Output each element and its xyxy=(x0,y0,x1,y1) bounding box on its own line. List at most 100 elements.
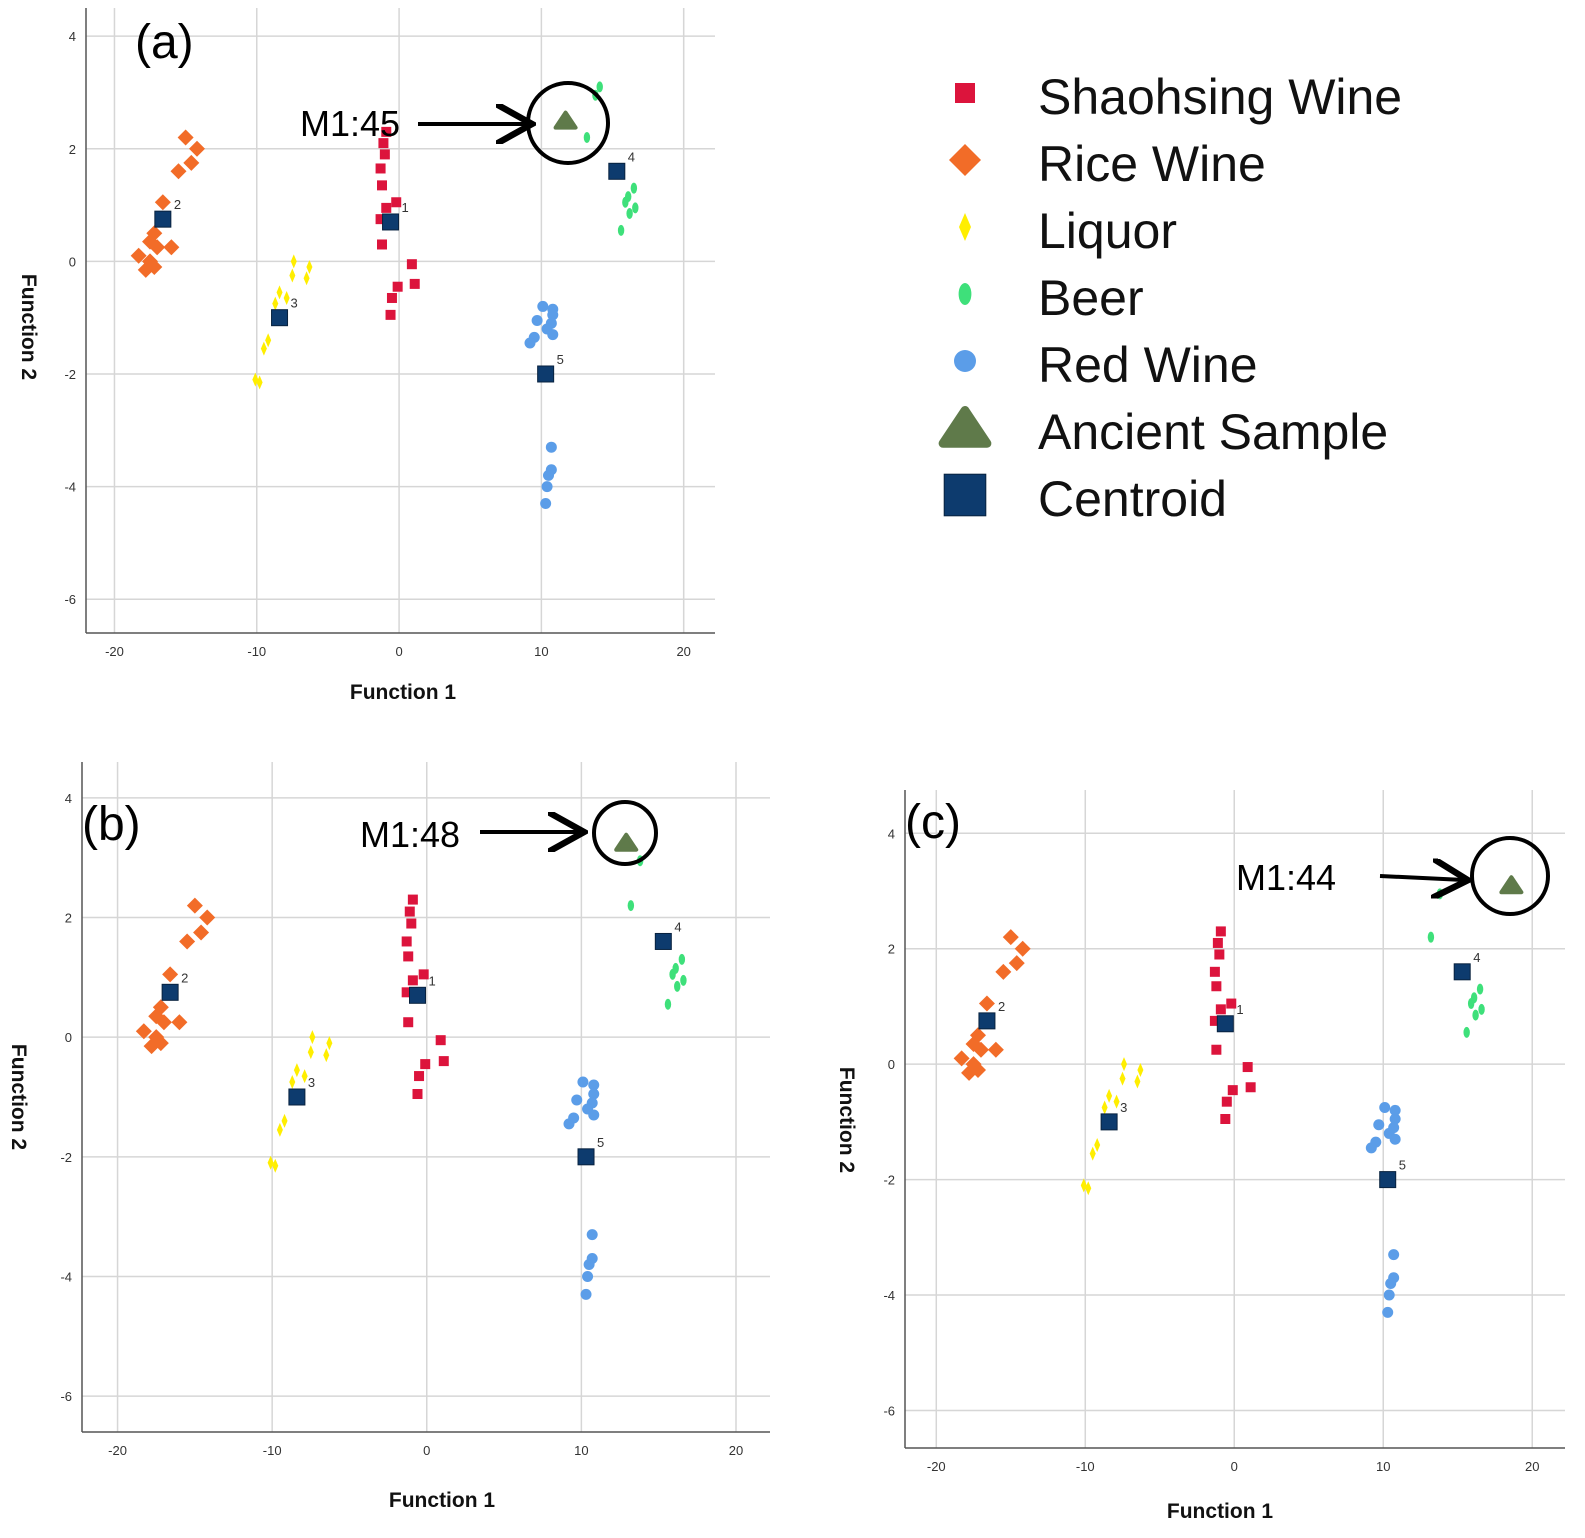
centroid-marker xyxy=(1216,1015,1234,1033)
legend-item: Liquor xyxy=(959,203,1177,259)
data-point xyxy=(1467,998,1475,1010)
data-point xyxy=(309,1030,316,1045)
data-point xyxy=(1226,998,1237,1009)
panel-letter: (c) xyxy=(905,796,961,849)
series-shaohsing-wine xyxy=(401,894,449,1100)
x-tick-label: -10 xyxy=(247,644,266,659)
legend-label: Liquor xyxy=(1038,203,1177,259)
data-point xyxy=(1089,1146,1096,1161)
data-point xyxy=(1002,929,1019,946)
centroid-label: 2 xyxy=(998,999,1005,1014)
legend-marker xyxy=(959,213,971,241)
series-ancient-sample xyxy=(614,832,639,852)
data-point xyxy=(583,1259,595,1270)
legend-marker xyxy=(938,405,992,448)
data-point xyxy=(1385,1278,1397,1289)
centroid-marker xyxy=(1379,1171,1397,1189)
data-point xyxy=(406,918,417,929)
y-tick-label: 2 xyxy=(65,911,72,926)
data-point xyxy=(1085,1181,1092,1196)
legend-item: Rice Wine xyxy=(949,136,1266,192)
data-point xyxy=(306,260,313,275)
centroid-label: 4 xyxy=(628,149,635,164)
y-tick-label: -2 xyxy=(883,1173,895,1188)
data-point xyxy=(179,933,196,950)
data-point xyxy=(563,1118,575,1130)
centroid-marker xyxy=(382,213,400,231)
series-centroid: 2 1 3 4 5 xyxy=(161,919,682,1166)
data-point xyxy=(170,163,187,180)
data-point xyxy=(381,126,392,137)
x-tick-label: 0 xyxy=(1231,1459,1238,1474)
data-point xyxy=(289,1075,296,1090)
data-point xyxy=(614,832,639,852)
series-centroid: 2 1 3 4 5 xyxy=(978,950,1480,1189)
centroid-marker xyxy=(577,1148,595,1166)
data-point xyxy=(283,290,290,305)
data-point xyxy=(378,138,389,149)
data-point xyxy=(622,196,629,208)
centroid-marker xyxy=(537,365,555,383)
data-point xyxy=(1211,1044,1222,1055)
ancient-sample-callout: M1:48 xyxy=(360,800,658,866)
legend-item: Centroid xyxy=(943,471,1227,527)
data-point xyxy=(1436,888,1444,900)
series-liquor xyxy=(252,254,313,390)
data-point xyxy=(409,278,420,289)
y-tick-label: 0 xyxy=(65,1030,72,1045)
data-point xyxy=(1106,1088,1113,1103)
y-tick-label: 2 xyxy=(888,942,895,957)
series-ancient-sample xyxy=(1499,875,1524,895)
x-tick-label: 10 xyxy=(534,644,548,659)
centroid-label: 1 xyxy=(428,973,435,988)
callout-label: M1:44 xyxy=(1236,857,1336,898)
series-rice-wine xyxy=(130,129,205,278)
data-point xyxy=(627,900,635,912)
data-point xyxy=(260,341,267,356)
data-point xyxy=(1101,1100,1108,1115)
y-tick-label: -6 xyxy=(883,1403,895,1418)
data-point xyxy=(1113,1094,1120,1109)
data-point xyxy=(407,975,418,986)
centroid-marker xyxy=(161,983,179,1001)
data-point xyxy=(265,333,272,348)
data-point xyxy=(588,1088,600,1100)
centroid-label: 3 xyxy=(291,296,298,311)
data-point xyxy=(632,202,639,214)
data-point xyxy=(588,1079,600,1091)
data-point xyxy=(323,1048,330,1063)
data-point xyxy=(1209,966,1220,977)
y-tick-label: -2 xyxy=(64,367,76,382)
data-point xyxy=(626,208,633,220)
centroid-label: 5 xyxy=(557,352,564,367)
data-point xyxy=(403,951,414,962)
series-shaohsing-wine xyxy=(1209,926,1256,1124)
y-tick-label: 0 xyxy=(888,1057,895,1072)
callout-circle xyxy=(1470,836,1550,916)
data-point xyxy=(1014,940,1031,957)
centroid-label: 3 xyxy=(1120,1100,1127,1115)
data-point xyxy=(199,909,216,926)
data-point xyxy=(1220,1114,1231,1124)
data-point xyxy=(547,329,559,341)
x-tick-label: 10 xyxy=(1376,1459,1390,1474)
y-tick-label: 2 xyxy=(69,142,76,157)
data-point xyxy=(1383,1289,1395,1301)
data-point xyxy=(577,1076,589,1088)
data-point xyxy=(375,163,386,174)
callout-circle xyxy=(526,81,610,165)
y-tick-label: -2 xyxy=(60,1150,72,1165)
series-rice-wine xyxy=(135,897,216,1055)
data-point xyxy=(418,969,429,980)
data-point xyxy=(1389,1133,1401,1145)
legend-marker xyxy=(955,83,975,103)
series-red-wine xyxy=(524,300,559,509)
data-point xyxy=(961,1064,978,1081)
data-point xyxy=(1008,955,1025,972)
series-red-wine xyxy=(1365,1101,1401,1318)
data-point xyxy=(1427,931,1435,943)
data-point xyxy=(978,995,995,1012)
y-axis-title: Function 2 xyxy=(835,1067,858,1173)
x-tick-label: -20 xyxy=(927,1459,946,1474)
